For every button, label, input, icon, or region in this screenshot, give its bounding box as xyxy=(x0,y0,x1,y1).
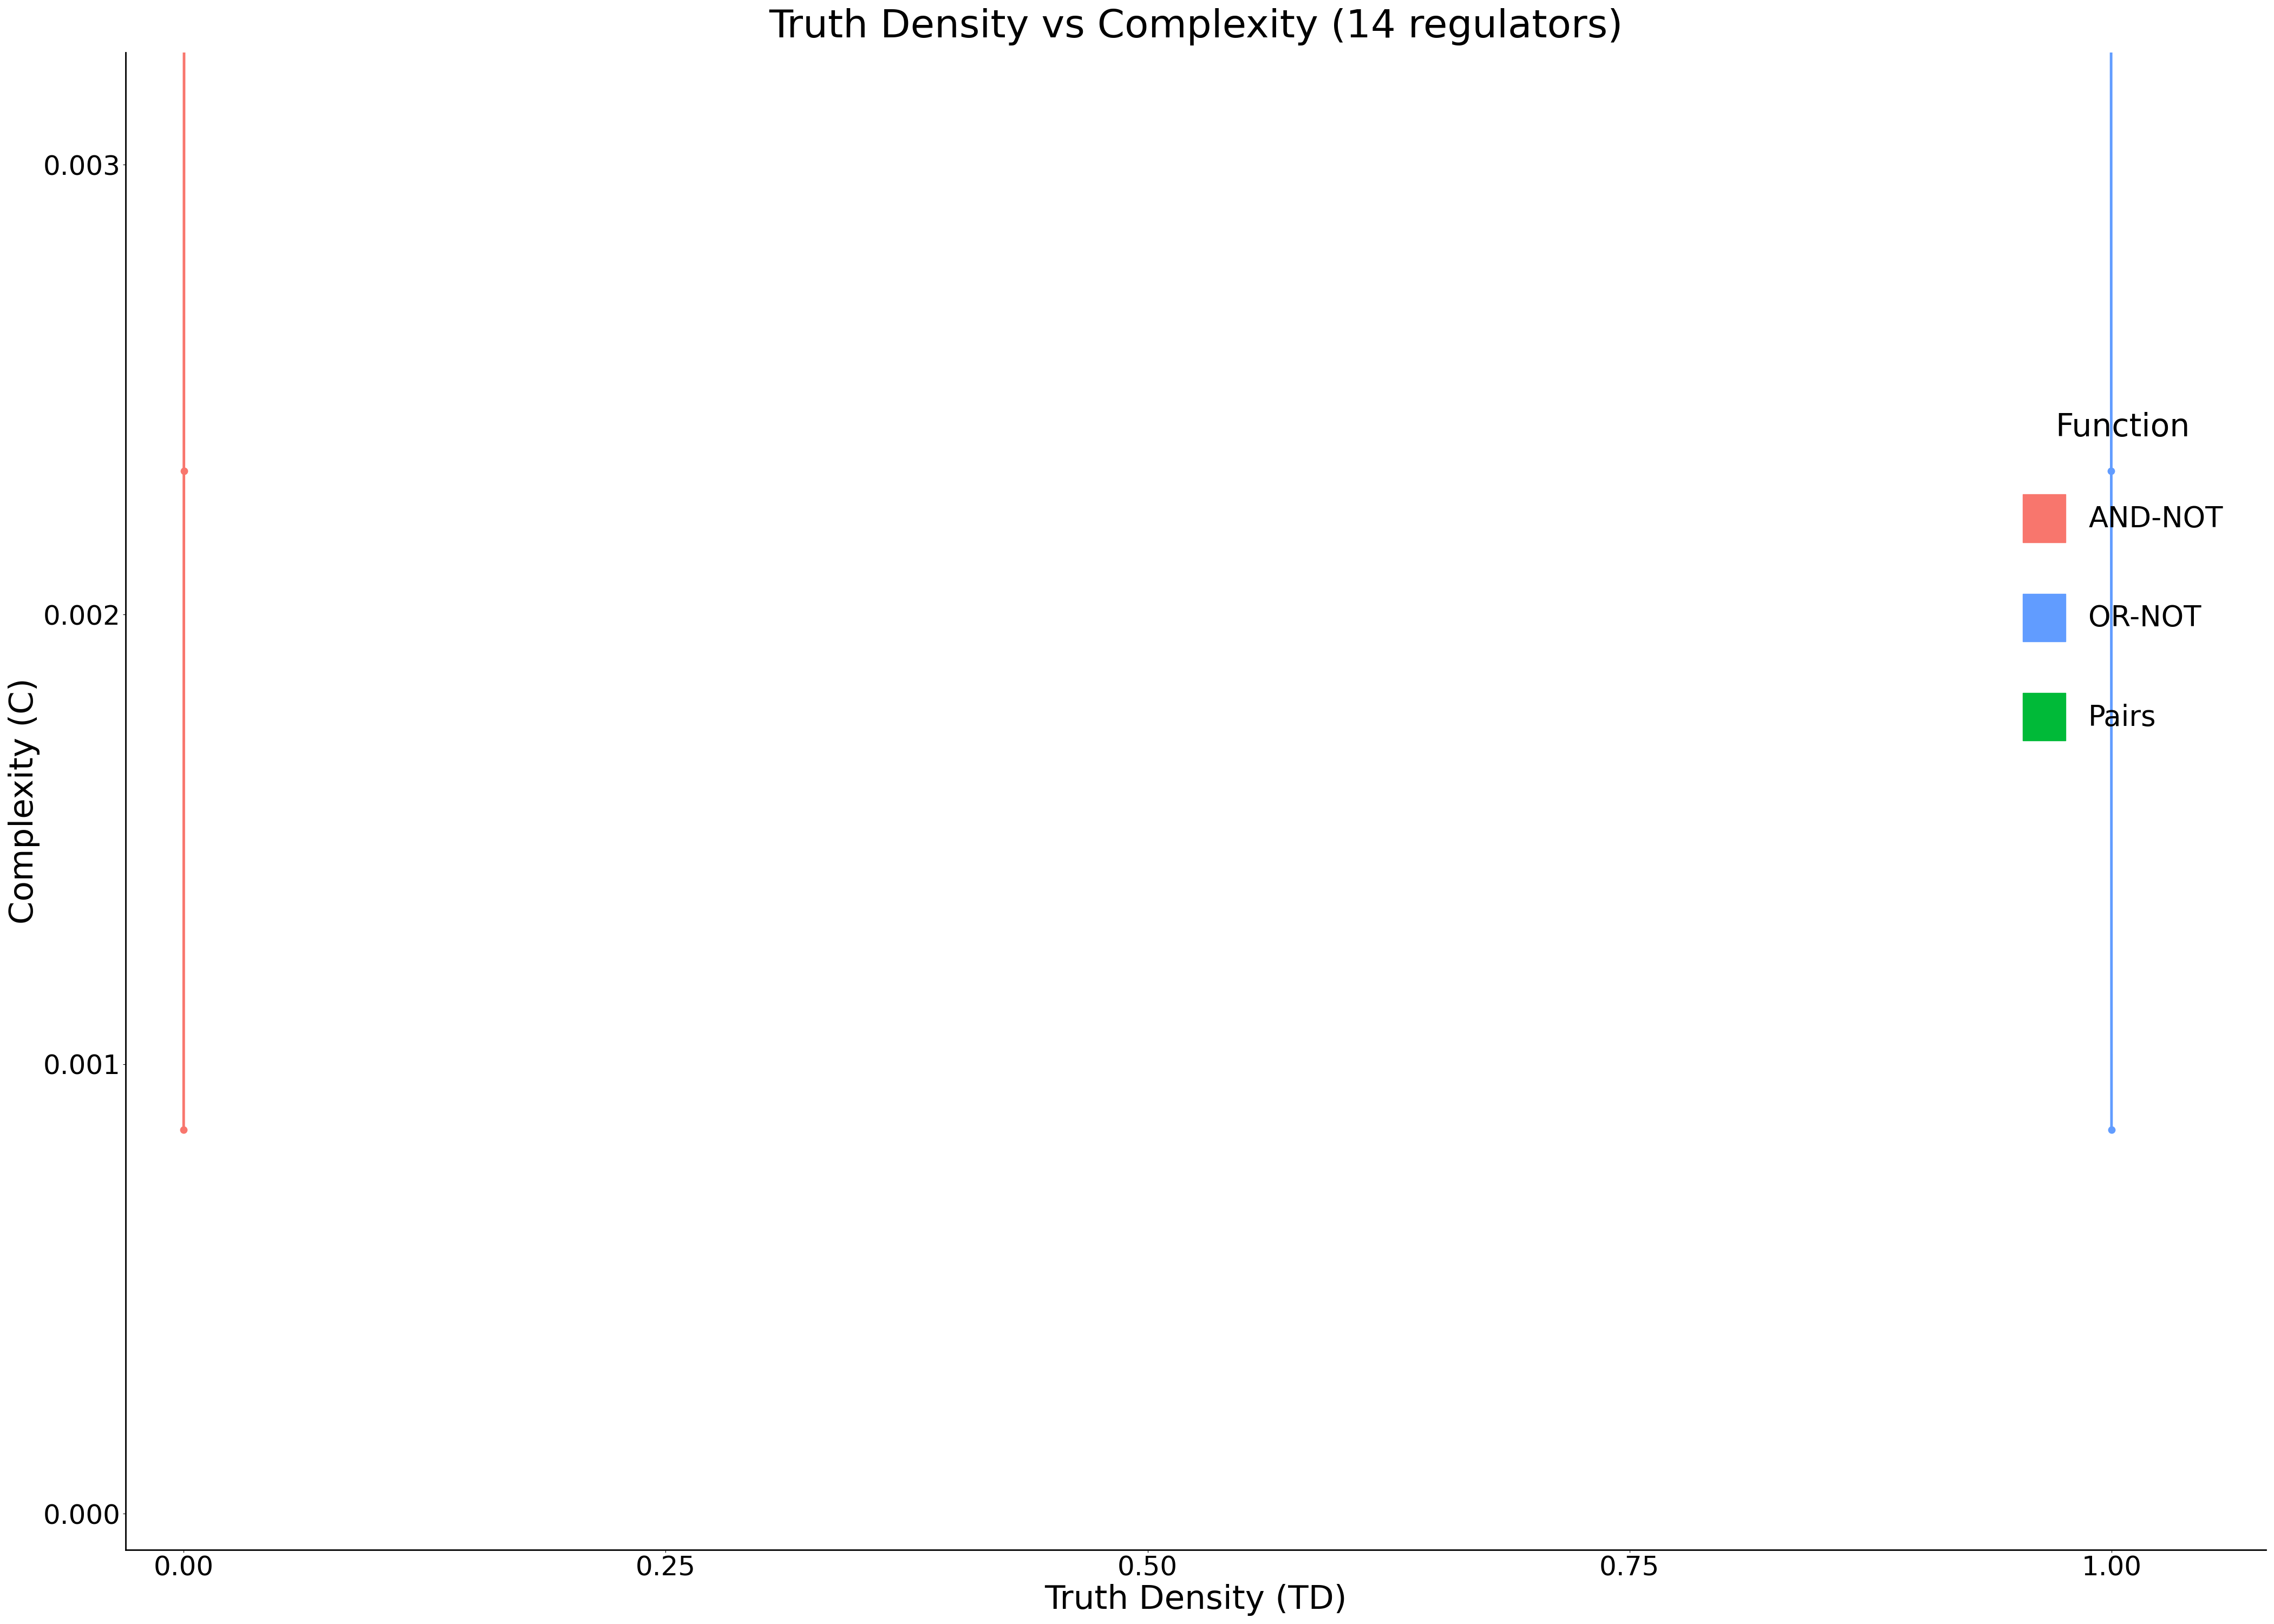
Point xyxy=(2094,1117,2131,1143)
Y-axis label: Complexity (C): Complexity (C) xyxy=(9,677,41,924)
Point xyxy=(2092,458,2128,484)
Point xyxy=(166,458,202,484)
Legend: AND-NOT, OR-NOT, Pairs: AND-NOT, OR-NOT, Pairs xyxy=(1994,383,2251,770)
Title: Truth Density vs Complexity (14 regulators): Truth Density vs Complexity (14 regulato… xyxy=(769,8,1624,45)
Point xyxy=(166,1117,202,1143)
X-axis label: Truth Density (TD): Truth Density (TD) xyxy=(1044,1583,1346,1616)
